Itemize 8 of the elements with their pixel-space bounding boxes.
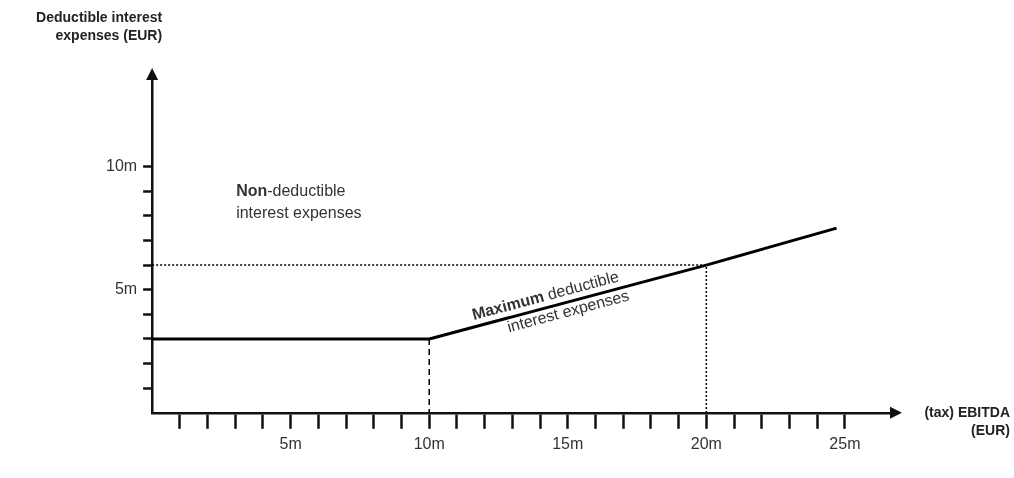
x-axis-title: (tax) EBITDA (EUR) — [923, 402, 1010, 439]
x-tick-label: 25m — [829, 434, 861, 452]
y-axis-title: Deductible interest expenses (EUR) — [35, 8, 163, 44]
x-tick-label: 20m — [690, 434, 722, 452]
x-tick-label: 5m — [279, 434, 302, 452]
x-tick-label: 10m — [413, 434, 445, 452]
x-tick-label: 15m — [552, 434, 584, 452]
annotation: Non-deductible interest expenses — [236, 181, 363, 223]
